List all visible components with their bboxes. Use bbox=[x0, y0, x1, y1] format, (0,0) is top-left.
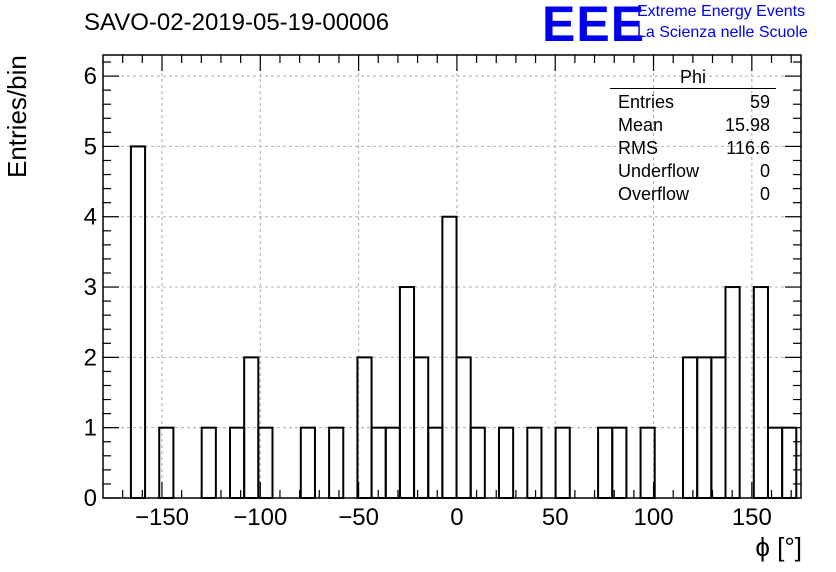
histogram-bin bbox=[724, 286, 741, 499]
histogram-bin bbox=[554, 426, 571, 499]
y-tick-label: 5 bbox=[84, 133, 97, 160]
stats-row-rms: RMS 116.6 bbox=[610, 137, 776, 160]
y-tick-label: 3 bbox=[84, 274, 97, 301]
eee-logo-line2: La Scienza nelle Scuole bbox=[637, 24, 808, 41]
histogram-bin bbox=[328, 426, 345, 499]
stats-label: Entries bbox=[618, 92, 675, 112]
x-tick-label: 0 bbox=[450, 504, 463, 531]
histogram-bin bbox=[639, 426, 656, 499]
histogram-bin bbox=[299, 426, 316, 499]
histogram-bin bbox=[469, 426, 486, 499]
stats-box: Phi Entries 59 Mean 15.98 RMS 116.6 Unde… bbox=[610, 66, 776, 206]
y-tick-label: 4 bbox=[84, 204, 97, 231]
histogram-bin bbox=[158, 426, 175, 499]
y-tick-label: 2 bbox=[84, 344, 97, 371]
histogram-bin bbox=[200, 426, 217, 499]
stats-value: 116.6 bbox=[726, 138, 770, 158]
histogram-bin bbox=[441, 215, 458, 499]
x-tick-label: −150 bbox=[135, 504, 189, 531]
plot-frame bbox=[102, 54, 802, 499]
chart-title: SAVO-02-2019-05-19-00006 bbox=[84, 9, 390, 36]
stats-value: 0 bbox=[759, 184, 770, 204]
stats-label: Mean bbox=[618, 115, 664, 135]
stats-row-underflow: Underflow 0 bbox=[610, 160, 776, 183]
stats-label: Overflow bbox=[618, 184, 690, 204]
stats-box-name: Phi bbox=[610, 66, 776, 89]
eee-logo: EEE bbox=[542, 0, 646, 52]
histogram-bin bbox=[597, 426, 614, 499]
histogram-bin bbox=[611, 426, 628, 499]
x-tick-label: 50 bbox=[542, 504, 569, 531]
histogram-bin bbox=[752, 286, 769, 499]
y-tick-label: 6 bbox=[84, 63, 97, 90]
stats-value: 0 bbox=[759, 161, 770, 181]
y-tick-label: 0 bbox=[84, 485, 97, 512]
stats-value: 15.98 bbox=[724, 115, 770, 135]
stats-row-entries: Entries 59 bbox=[610, 91, 776, 114]
x-tick-label: −50 bbox=[338, 504, 379, 531]
histogram-bin bbox=[526, 426, 543, 499]
histogram-bin bbox=[497, 426, 515, 499]
stats-row-overflow: Overflow 0 bbox=[610, 183, 776, 206]
x-axis-label: ϕ [°] bbox=[755, 532, 802, 562]
stats-label: Underflow bbox=[618, 161, 700, 181]
histogram-bin bbox=[129, 145, 147, 500]
histogram-bin bbox=[766, 426, 784, 499]
stats-value: 59 bbox=[749, 92, 770, 112]
stats-label: RMS bbox=[618, 138, 658, 158]
stats-row-mean: Mean 15.98 bbox=[610, 114, 776, 137]
histogram-bin bbox=[243, 356, 260, 499]
y-tick-label: 1 bbox=[84, 415, 97, 442]
x-tick-label: 100 bbox=[634, 504, 674, 531]
eee-logo-line1: Extreme Energy Events bbox=[637, 3, 806, 20]
histogram-bin bbox=[781, 426, 798, 499]
histogram-bin bbox=[398, 286, 416, 499]
histogram-bin bbox=[427, 426, 444, 499]
x-tick-label: −100 bbox=[233, 504, 287, 531]
histogram-bin bbox=[384, 426, 401, 499]
histogram-bin bbox=[229, 426, 246, 499]
x-tick-label: 150 bbox=[732, 504, 772, 531]
histogram-bin bbox=[370, 426, 387, 499]
